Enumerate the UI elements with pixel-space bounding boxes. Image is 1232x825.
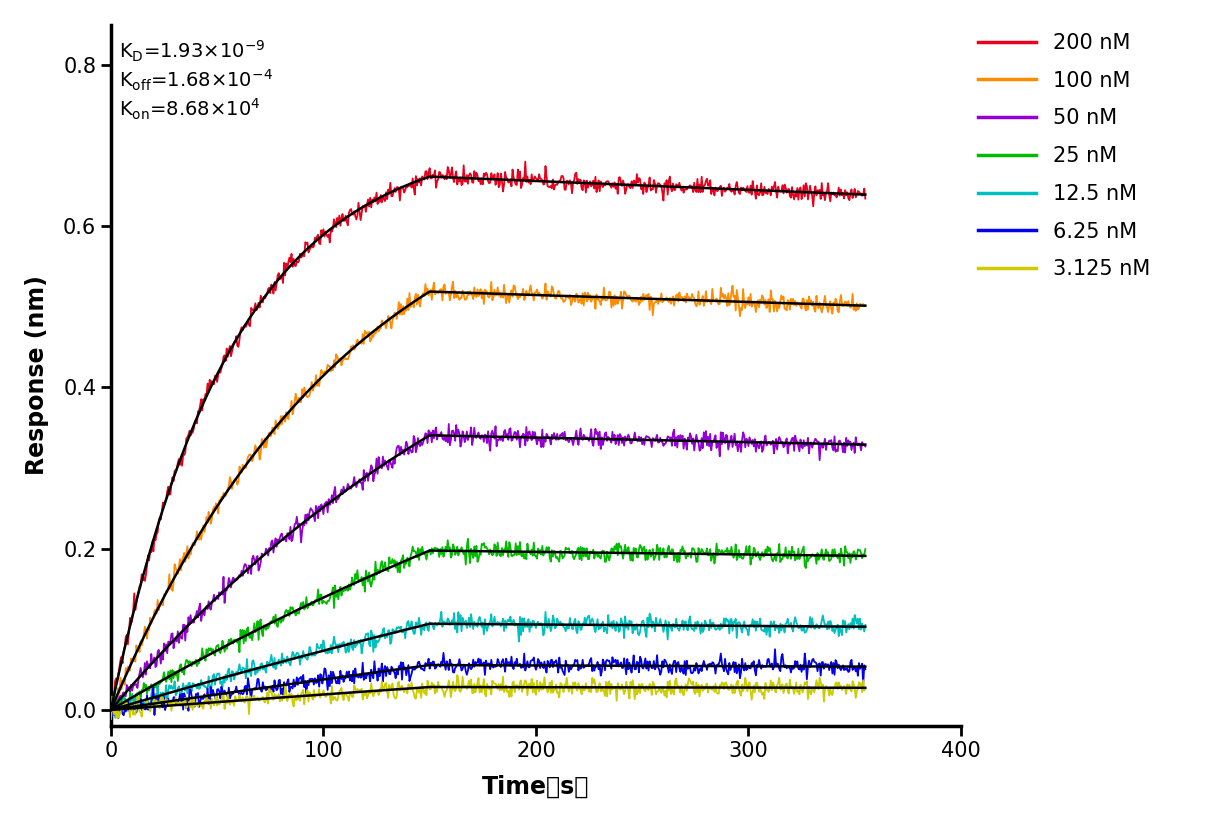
Y-axis label: Response (nm): Response (nm) [25,276,49,475]
Text: K$_\mathregular{D}$=1.93×10$^{-9}$
K$_\mathregular{off}$=1.68×10$^{-4}$
K$_\math: K$_\mathregular{D}$=1.93×10$^{-9}$ K$_\m… [120,39,274,122]
X-axis label: Time（s）: Time（s） [482,775,590,799]
Legend: 200 nM, 100 nM, 50 nM, 25 nM, 12.5 nM, 6.25 nM, 3.125 nM: 200 nM, 100 nM, 50 nM, 25 nM, 12.5 nM, 6… [970,25,1158,288]
